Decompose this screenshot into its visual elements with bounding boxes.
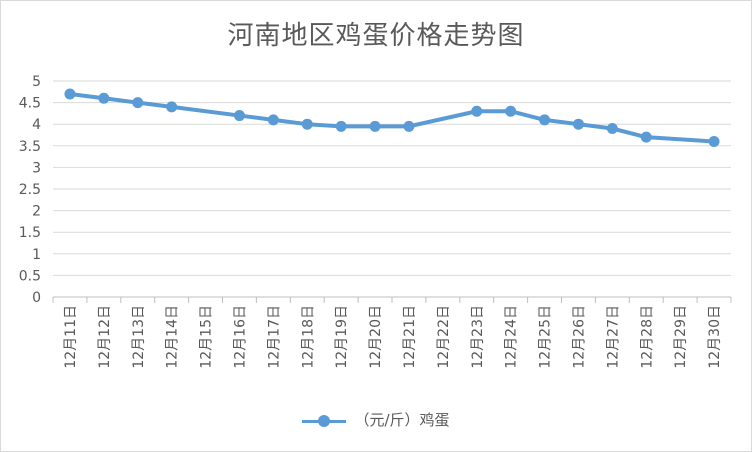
- x-tick-label: 12月16日: [232, 305, 248, 369]
- series-line: [67, 91, 717, 144]
- y-tick-label: 2.5: [19, 182, 41, 198]
- y-tick-label: 4: [32, 117, 41, 133]
- data-point: [335, 120, 347, 132]
- x-tick-label: 12月28日: [639, 305, 655, 369]
- y-tick-label: 3.5: [19, 139, 41, 155]
- x-tick-label: 12月23日: [470, 305, 486, 369]
- legend-label: （元/斤）鸡蛋: [354, 411, 450, 429]
- data-point: [64, 88, 76, 100]
- y-tick-label: 1: [32, 247, 41, 263]
- x-tick-label: 12月17日: [266, 305, 282, 369]
- x-tick-label: 12月29日: [673, 305, 689, 369]
- data-point: [233, 110, 245, 122]
- x-axis-ticks: 12月11日 12月12日 12月13日 12月14日 12月15日 12月16日 12月1…: [63, 305, 723, 369]
- data-point: [267, 114, 279, 126]
- x-tick-label: 12月18日: [300, 305, 316, 369]
- x-tick-label: 12月15日: [199, 305, 215, 369]
- gridlines: [53, 80, 731, 276]
- y-tick-label: 4.5: [19, 96, 41, 112]
- x-tick-label: 12月21日: [402, 305, 418, 369]
- data-point: [640, 131, 652, 143]
- legend-swatch: [302, 414, 347, 427]
- data-point: [166, 101, 178, 113]
- data-point: [301, 118, 313, 130]
- x-tick-label: 12月30日: [707, 305, 723, 369]
- x-tick-label: 12月26日: [571, 305, 587, 369]
- y-tick-label: 0: [32, 290, 41, 306]
- legend: （元/斤）鸡蛋: [1, 409, 751, 430]
- data-point: [98, 92, 110, 104]
- y-tick-label: 2: [32, 204, 41, 220]
- data-point: [132, 97, 144, 109]
- y-tick-label: 0.5: [19, 268, 41, 284]
- y-tick-label: 3: [32, 160, 41, 176]
- x-tick-label: 12月20日: [368, 305, 384, 369]
- x-tick-label: 12月13日: [131, 305, 147, 369]
- x-axis: [52, 296, 732, 303]
- data-point: [606, 123, 618, 135]
- chart-title: 河南地区鸡蛋价格走势图: [227, 21, 525, 51]
- series-group: [64, 88, 720, 147]
- x-tick-label: 12月22日: [436, 305, 452, 369]
- data-point: [708, 135, 720, 147]
- x-tick-label: 12月25日: [538, 305, 554, 369]
- x-tick-label: 12月12日: [97, 305, 113, 369]
- y-tick-label: 1.5: [19, 225, 41, 241]
- x-tick-label: 12月11日: [63, 305, 79, 369]
- y-tick-label: 5: [32, 74, 41, 90]
- x-tick-label: 12月14日: [165, 305, 181, 369]
- data-point: [369, 120, 381, 132]
- data-point: [471, 105, 483, 117]
- x-tick-label: 12月19日: [334, 305, 350, 369]
- data-point: [505, 105, 517, 117]
- y-axis-ticks: 0 0.5 1 1.5 2 2.5 3 3.5 4 4.5 5: [19, 74, 41, 306]
- data-point: [572, 118, 584, 130]
- data-point: [403, 120, 415, 132]
- x-tick-label: 12月24日: [504, 305, 520, 369]
- x-tick-label: 12月27日: [605, 305, 621, 369]
- data-point: [539, 114, 551, 126]
